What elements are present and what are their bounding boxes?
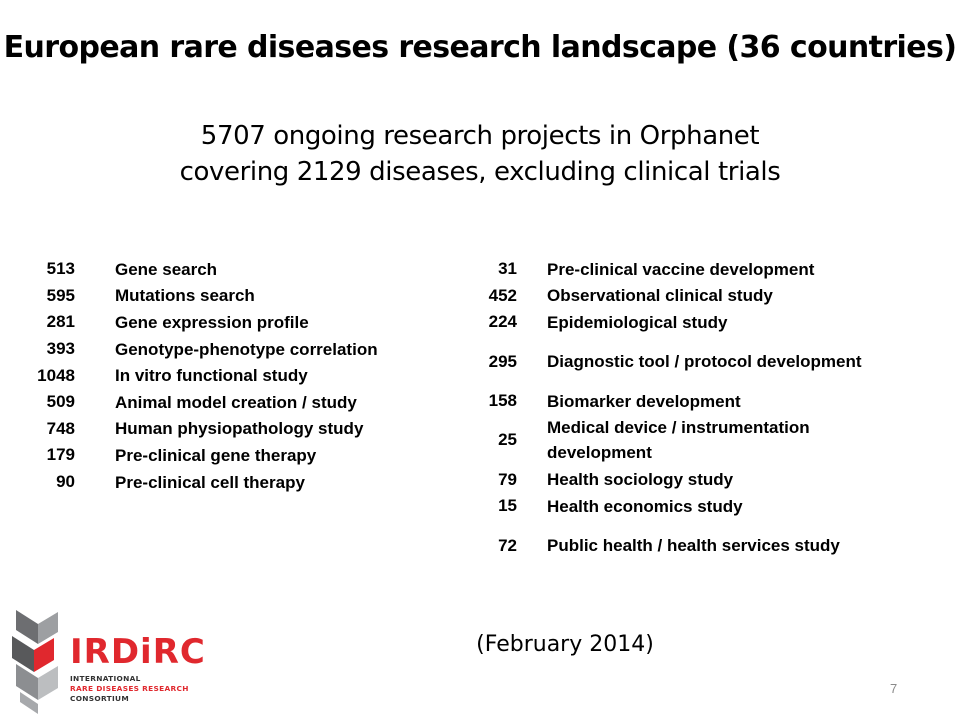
list-item: 1048 In vitro functional study bbox=[20, 362, 460, 389]
right-study-list: 31 Pre-clinical vaccine development 452 Ob… bbox=[455, 256, 895, 572]
study-type: Biomarker development bbox=[547, 391, 741, 411]
list-item: 31 Pre-clinical vaccine development bbox=[455, 256, 895, 283]
left-study-list: 513 Gene search 595 Mutations search 281 Ge… bbox=[20, 256, 460, 495]
list-item: 393 Genotype-phenotype correlation bbox=[20, 336, 460, 363]
study-count: 25 bbox=[498, 430, 517, 450]
list-item: 295 Diagnostic tool / protocol developmen… bbox=[455, 336, 895, 388]
study-count: 15 bbox=[498, 496, 517, 516]
list-item: 224 Epidemiological study bbox=[455, 309, 895, 336]
list-item: 72 Public health / health services study bbox=[455, 520, 895, 572]
study-type: Gene expression profile bbox=[115, 312, 309, 332]
slide-title: European rare diseases research landscap… bbox=[3, 30, 957, 65]
study-count: 1048 bbox=[37, 365, 75, 385]
study-count: 748 bbox=[46, 418, 75, 438]
study-count: 452 bbox=[488, 285, 517, 305]
list-item: 25 Medical device / instrumentation devel… bbox=[455, 414, 895, 466]
list-item: 452 Observational clinical study bbox=[455, 283, 895, 310]
study-count: 281 bbox=[46, 312, 75, 332]
list-item: 15 Health economics study bbox=[455, 493, 895, 520]
study-count: 31 bbox=[498, 259, 517, 279]
date-note: (February 2014) bbox=[476, 632, 654, 657]
study-count: 72 bbox=[498, 535, 517, 555]
study-type: Pre-clinical vaccine development bbox=[547, 259, 815, 279]
irdirc-logo: IRDiRC INTERNATIONAL RARE DISEASES RESEA… bbox=[8, 610, 248, 715]
list-item: 158 Biomarker development bbox=[455, 388, 895, 415]
list-item: 281 Gene expression profile bbox=[20, 309, 460, 336]
study-count: 295 bbox=[488, 351, 517, 371]
study-type: Diagnostic tool / protocol development bbox=[547, 352, 862, 372]
list-item: 513 Gene search bbox=[20, 256, 460, 283]
study-type: Genotype-phenotype correlation bbox=[115, 339, 378, 359]
page-number: 7 bbox=[890, 681, 898, 696]
study-count: 179 bbox=[46, 445, 75, 465]
study-count: 509 bbox=[46, 392, 75, 412]
list-item: 179 Pre-clinical gene therapy bbox=[20, 442, 460, 469]
logo-mark-icon bbox=[12, 610, 58, 714]
study-count: 79 bbox=[498, 469, 517, 489]
logo-line-2: RARE DISEASES RESEARCH bbox=[70, 684, 189, 693]
logo-line-3: CONSORTIUM bbox=[70, 694, 130, 703]
study-type: Health sociology study bbox=[547, 470, 734, 490]
study-count: 224 bbox=[488, 312, 517, 332]
study-type: Epidemiological study bbox=[547, 312, 728, 332]
study-type: Medical device / instrumentation develop… bbox=[547, 418, 810, 463]
subtitle-line-1: 5707 ongoing research projects in Orphan… bbox=[200, 121, 760, 151]
study-count: 513 bbox=[46, 259, 75, 279]
study-type: Observational clinical study bbox=[547, 286, 773, 306]
study-count: 90 bbox=[56, 472, 75, 492]
study-type: Gene search bbox=[115, 259, 218, 279]
logo-line-1: INTERNATIONAL bbox=[70, 674, 141, 683]
study-type: In vitro functional study bbox=[115, 366, 308, 386]
list-item: 595 Mutations search bbox=[20, 283, 460, 310]
logo-wordmark: IRDiRC bbox=[70, 632, 206, 672]
list-item: 748 Human physiopathology study bbox=[20, 416, 460, 443]
subtitle-line-2: covering 2129 diseases, excluding clinic… bbox=[179, 157, 781, 187]
slide-subtitle: 5707 ongoing research projects in Orphan… bbox=[100, 118, 860, 190]
list-item: 79 Health sociology study bbox=[455, 466, 895, 493]
study-type: Mutations search bbox=[115, 286, 255, 306]
study-count: 595 bbox=[46, 285, 75, 305]
study-type: Public health / health services study bbox=[547, 536, 840, 556]
study-type: Animal model creation / study bbox=[115, 392, 357, 412]
study-type: Pre-clinical cell therapy bbox=[115, 472, 305, 492]
study-type: Human physiopathology study bbox=[115, 419, 364, 439]
study-count: 393 bbox=[46, 339, 75, 359]
list-item: 509 Animal model creation / study bbox=[20, 389, 460, 416]
study-count: 158 bbox=[488, 391, 517, 411]
list-item: 90 Pre-clinical cell therapy bbox=[20, 469, 460, 496]
study-type: Health economics study bbox=[547, 496, 743, 516]
study-type: Pre-clinical gene therapy bbox=[115, 445, 317, 465]
